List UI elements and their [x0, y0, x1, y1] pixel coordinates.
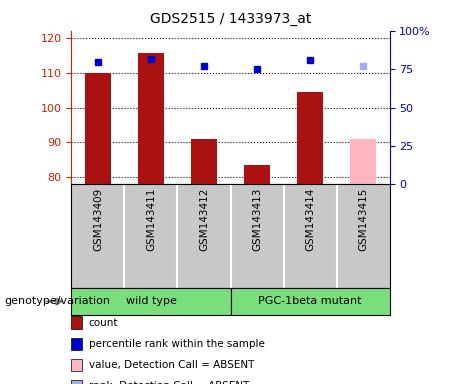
- Text: wild type: wild type: [125, 296, 177, 306]
- Bar: [297, 92, 323, 184]
- Text: GSM143414: GSM143414: [305, 187, 315, 251]
- Text: GSM143411: GSM143411: [146, 187, 156, 251]
- Text: GSM143415: GSM143415: [358, 187, 368, 251]
- Bar: [230, 288, 390, 315]
- Bar: [191, 139, 217, 184]
- Text: PGC-1beta mutant: PGC-1beta mutant: [258, 296, 362, 306]
- Text: count: count: [89, 318, 118, 328]
- Text: GSM143413: GSM143413: [252, 187, 262, 251]
- Text: rank, Detection Call = ABSENT: rank, Detection Call = ABSENT: [89, 381, 249, 384]
- Bar: [350, 139, 376, 184]
- Text: value, Detection Call = ABSENT: value, Detection Call = ABSENT: [89, 360, 254, 370]
- Text: GSM143412: GSM143412: [199, 187, 209, 251]
- Text: genotype/variation: genotype/variation: [5, 296, 111, 306]
- Bar: [244, 165, 270, 184]
- Bar: [71, 288, 230, 315]
- Text: percentile rank within the sample: percentile rank within the sample: [89, 339, 265, 349]
- Bar: [85, 73, 111, 184]
- Bar: [138, 53, 164, 184]
- Text: GSM143409: GSM143409: [93, 187, 103, 251]
- Text: GDS2515 / 1433973_at: GDS2515 / 1433973_at: [150, 12, 311, 25]
